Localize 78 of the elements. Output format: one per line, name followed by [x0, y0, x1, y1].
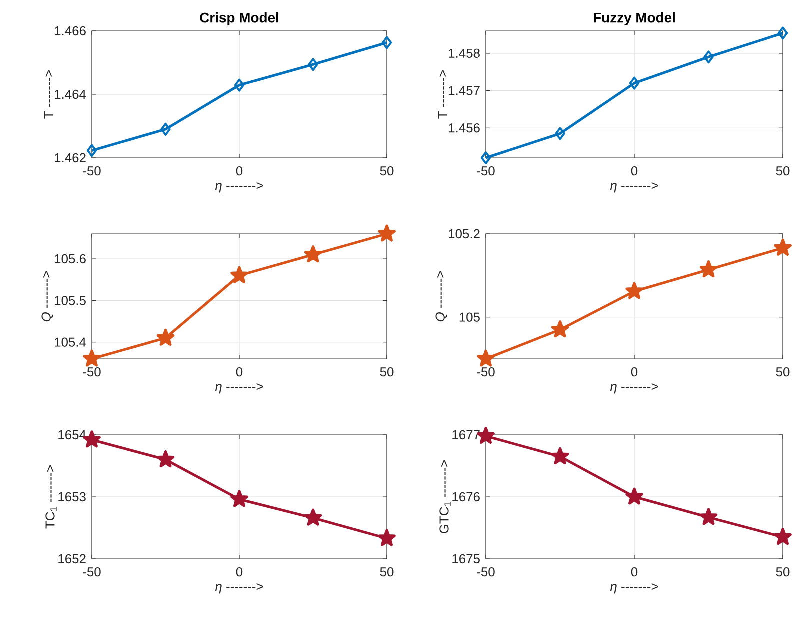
x-tick-label: -50: [477, 568, 495, 577]
y-tick-label: 1653: [58, 492, 86, 502]
y-tick-label: 1.466: [55, 26, 86, 36]
point: [304, 246, 322, 263]
x-tick-label: 50: [380, 166, 394, 176]
point: [83, 350, 101, 367]
y-tick-label: 1.464: [55, 90, 86, 100]
y-axis-title: T ------->: [438, 70, 448, 119]
y-axis-title: Q ------->: [42, 271, 54, 322]
point: [700, 508, 718, 526]
y-tick-label: 105.2: [449, 229, 480, 239]
x-tick-label: 0: [631, 166, 638, 176]
x-tick-label: -50: [83, 166, 101, 176]
point: [304, 508, 322, 526]
x-tick-label: -50: [83, 568, 101, 577]
x-axis-title: η ------->: [215, 182, 264, 193]
y-tick-label: 105.6: [55, 254, 86, 264]
x-tick-label: -50: [477, 166, 495, 176]
x-axis-title: η ------->: [215, 384, 264, 394]
point: [626, 488, 644, 505]
point: [704, 50, 714, 64]
x-tick-label: -50: [83, 368, 101, 377]
point: [382, 36, 392, 50]
y-tick-label: 1.456: [449, 124, 480, 133]
point: [378, 224, 396, 242]
y-tick-label: 1.458: [449, 48, 480, 58]
x-axis-title: η ------->: [610, 182, 658, 193]
point: [778, 26, 788, 40]
x-tick-label: 0: [236, 568, 243, 577]
x-tick-label: 50: [776, 568, 790, 577]
x-tick-label: 0: [236, 166, 243, 176]
y-tick-label: 1.462: [55, 153, 86, 163]
point: [774, 238, 792, 256]
point: [774, 528, 792, 546]
point: [83, 430, 101, 448]
point: [86, 144, 98, 158]
x-tick-label: 50: [380, 368, 394, 377]
point: [308, 58, 318, 72]
y-tick-label: 1676: [452, 492, 480, 502]
y-tick-label: 105: [460, 312, 480, 322]
y-axis-title: TC$_{1}$ ------->: [46, 466, 57, 529]
x-tick-label: 50: [776, 166, 790, 176]
x-tick-label: 0: [631, 568, 638, 577]
x-tick-label: 50: [776, 368, 790, 377]
chart-title: Fuzzy Model: [594, 12, 675, 26]
y-tick-label: 1677: [452, 430, 480, 440]
x-tick-label: -50: [477, 368, 495, 377]
y-tick-label: 1.457: [449, 86, 480, 96]
point: [156, 450, 175, 468]
y-axis-title: Q ------->: [436, 271, 448, 322]
point: [230, 490, 248, 508]
y-axis-title: GTC$_{1}$ ------->: [440, 460, 451, 534]
point: [629, 76, 640, 90]
point: [626, 282, 644, 300]
point: [378, 529, 396, 546]
point: [551, 320, 570, 338]
point: [230, 266, 248, 284]
point: [160, 122, 171, 136]
point: [700, 260, 718, 278]
x-axis-title: η ------->: [215, 584, 264, 594]
x-tick-label: 0: [236, 368, 243, 377]
point: [156, 328, 175, 346]
y-tick-label: 1675: [452, 554, 480, 564]
x-tick-label: 50: [380, 568, 394, 577]
y-axis-title: T ------->: [44, 70, 54, 119]
point: [477, 350, 495, 367]
y-tick-label: 105.4: [55, 338, 86, 347]
x-axis-title: η ------->: [610, 384, 658, 394]
point: [234, 78, 245, 92]
point: [480, 152, 492, 164]
chart-title: Crisp Model: [200, 12, 278, 26]
y-tick-label: 105.5: [55, 296, 86, 306]
point: [551, 447, 570, 464]
point: [555, 127, 566, 140]
x-axis-title: η ------->: [610, 584, 658, 594]
y-tick-label: 1652: [58, 554, 86, 564]
y-tick-label: 1654: [58, 430, 86, 440]
x-tick-label: 0: [631, 368, 638, 377]
